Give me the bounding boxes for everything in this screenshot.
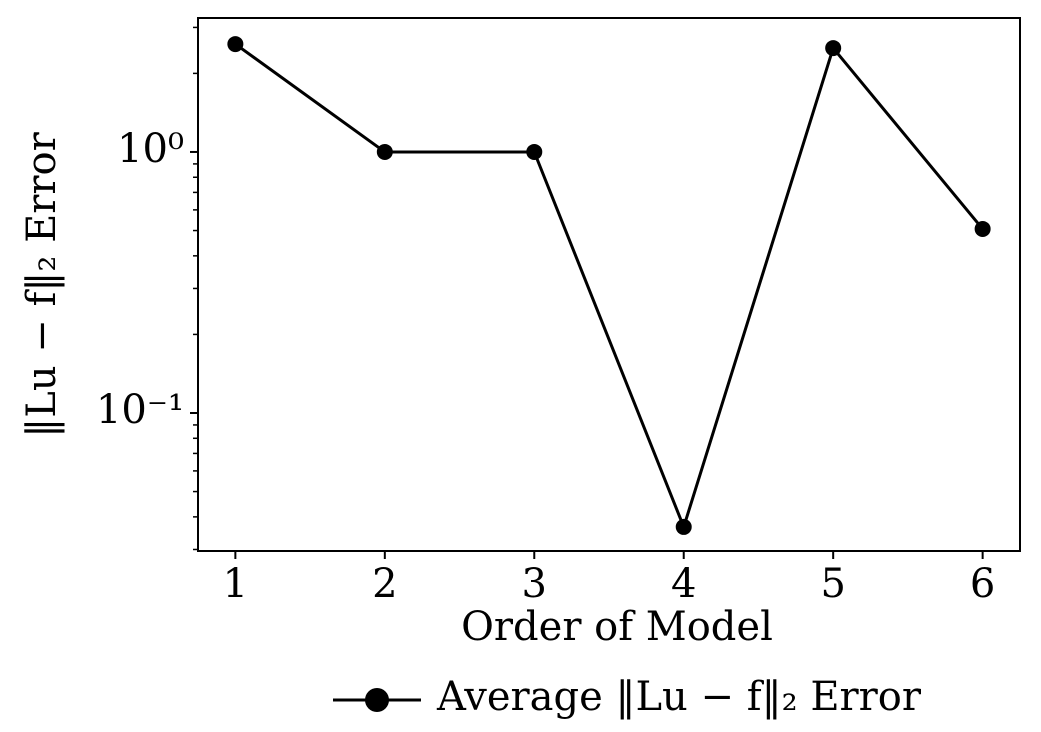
x-tick-label: 4 [671,561,696,607]
data-point [376,143,393,160]
y-axis-title: ‖Lu − f‖₂ Error [19,131,65,437]
y-tick-label: 10⁰ [117,126,184,172]
x-axis-title: Order of Model [461,604,773,650]
data-point [825,40,842,57]
x-tick-label: 1 [223,561,248,607]
x-tick-label: 3 [522,561,547,607]
plot-frame [197,17,1021,552]
data-line [234,42,984,532]
data-point [526,143,543,160]
x-tick-label: 5 [820,561,845,607]
y-tick-label: 10⁻¹ [96,387,184,433]
x-tick-label: 2 [372,561,397,607]
data-point [227,36,244,53]
legend-label: Average ‖Lu − f‖₂ Error [436,674,922,720]
data-point [974,220,991,237]
legend-marker [365,688,389,712]
x-tick-label: 6 [970,561,995,607]
data-point [675,518,692,535]
